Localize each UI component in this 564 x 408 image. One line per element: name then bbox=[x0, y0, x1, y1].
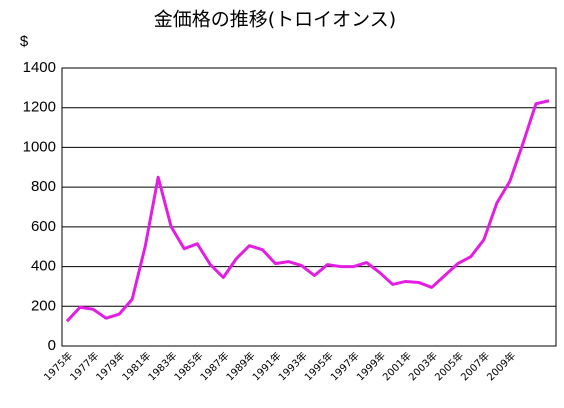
y-tick-label: 1000 bbox=[23, 138, 56, 155]
y-tick-label: 1400 bbox=[23, 59, 56, 76]
y-tick-label: 1200 bbox=[23, 99, 56, 116]
chart-title: 金価格の推移(トロイオンス) bbox=[154, 9, 396, 31]
y-tick-label: 200 bbox=[31, 297, 56, 314]
price-line bbox=[65, 99, 550, 323]
y-tick-label: 800 bbox=[31, 178, 56, 195]
y-axis-label: $ bbox=[20, 33, 29, 50]
plot-frame bbox=[61, 67, 557, 347]
y-tick-label: 0 bbox=[48, 337, 56, 354]
x-tick-label: 2009年 bbox=[484, 349, 518, 383]
y-tick-label: 600 bbox=[31, 218, 56, 235]
y-tick-label: 400 bbox=[31, 258, 56, 275]
